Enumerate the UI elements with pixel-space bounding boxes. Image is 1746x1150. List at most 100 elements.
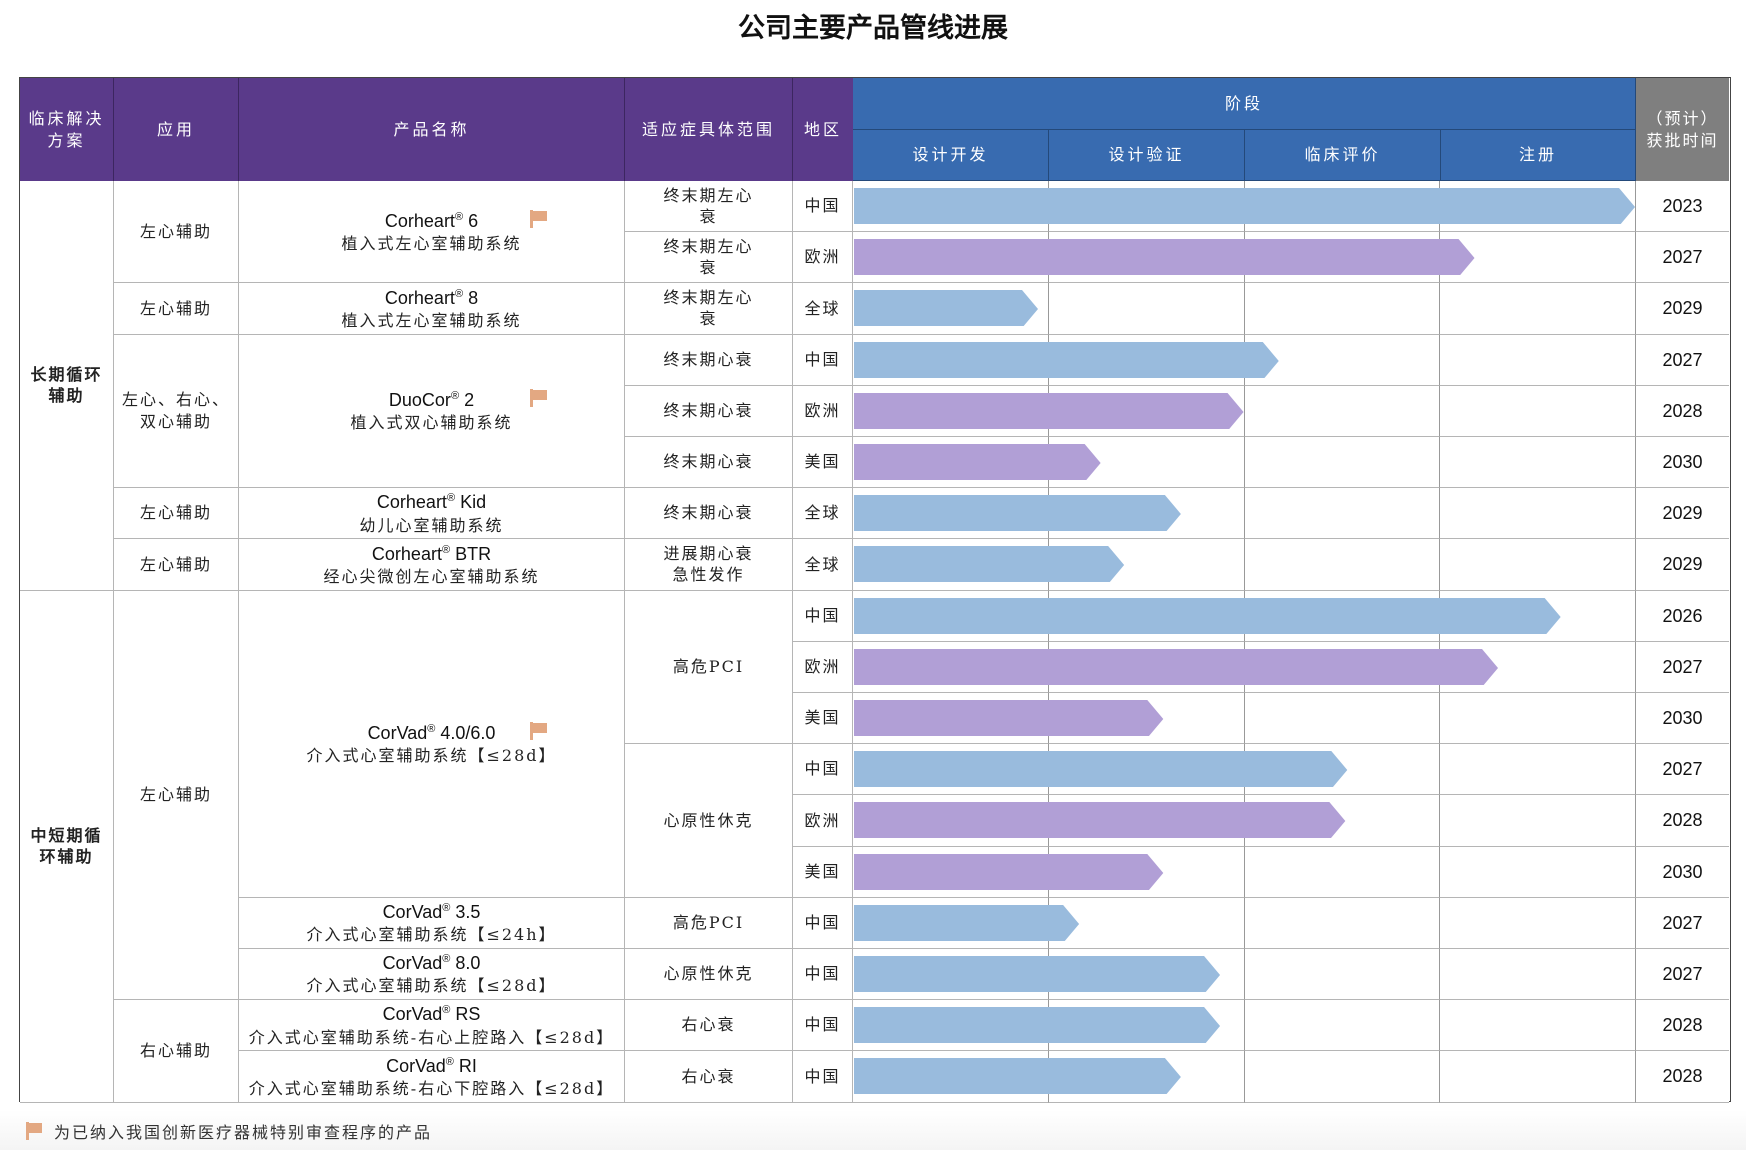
indication-cell: 终末期心衰 [625,437,793,489]
approval-year-cell: 2027 [1636,949,1729,1001]
stage-grid-cell [1244,949,1441,1001]
registered-mark: ® [445,1055,454,1068]
indication-cell: 心原性休克 [625,744,793,898]
header-indication-label: 适应症具体范围 [641,119,775,139]
header-approval-line1: （预计） [1646,108,1719,128]
header-application-label: 应用 [156,119,195,139]
indication-cell: 终末期心衰 [625,334,793,386]
product-version: RS [455,1004,481,1025]
stage-grid-cell [1440,539,1636,591]
indication-cell: 终末期左心衰 [625,283,793,335]
region-cell: 中国 [793,949,853,1001]
indication-cell: 终末期心衰 [625,385,793,437]
region-label: 美国 [804,861,841,881]
stage-grid-cell [1048,897,1245,949]
stage-grid-cell [1244,283,1441,335]
header-solution-label: 临床解决方案 [28,108,105,150]
header-region-label: 地区 [803,119,842,139]
product-version: RI [458,1055,477,1076]
stage-grid-cell [1440,846,1636,898]
approval-year-cell: 2028 [1636,1051,1729,1103]
progress-bar [854,1007,1221,1044]
progress-bar [854,700,1164,736]
product-version: 8 [468,287,479,308]
product-brand: CorVad [382,901,443,922]
stage-grid-cell [1440,897,1636,949]
header-stage-label: 阶段 [1224,93,1263,113]
application-label: 左心辅助 [139,503,212,523]
region-label: 全球 [804,503,841,523]
application-cell: 左心辅助 [114,488,239,540]
region-cell: 全球 [793,488,853,540]
indication-cell: 终末期左心衰 [625,181,793,233]
indication-label: 心原性休克 [663,810,754,830]
product-name: CorVad® 3.5 [383,900,481,924]
product-desc: 幼儿心室辅助系统 [359,515,504,535]
stage-grid-cell [1440,795,1636,847]
registered-mark: ® [442,1004,451,1017]
product-version: 3.5 [455,901,481,922]
progress-bar [854,341,1279,378]
region-cell: 中国 [793,181,853,233]
product-brand: Corheart [376,492,447,513]
region-label: 美国 [804,452,841,472]
stage-grid-cell [1244,846,1441,898]
stage-grid-cell [1244,693,1441,745]
region-cell: 中国 [793,590,853,642]
region-label: 中国 [804,349,841,369]
header-approval-line2: 获批时间 [1646,130,1719,150]
registered-mark: ® [442,953,451,966]
indication-cell: 右心衰 [625,1051,793,1103]
stage-grid-cell [1440,437,1636,489]
flag-icon [530,722,547,741]
product-version: 4.0/6.0 [440,722,496,743]
stage-label-clinical: 临床评价 [1304,145,1381,165]
region-label: 欧洲 [804,401,841,421]
product-version: Kid [460,492,487,513]
indication-label: 右心衰 [681,1066,736,1086]
approval-year: 2028 [1662,400,1703,421]
flag-icon [26,1122,42,1140]
product-cell: Corheart® BTR 经心尖微创左心室辅助系统 [239,539,625,591]
product-cell: DuoCor® 2 植入式双心辅助系统 [239,334,625,489]
footer-band [0,1110,1746,1150]
progress-bar [854,1058,1181,1095]
product-cell: Corheart® 6 植入式左心室辅助系统 [239,181,625,284]
indication-label: 右心衰 [681,1015,736,1035]
header-stage-1: 设计开发 [853,130,1049,181]
stage-grid-cell [1440,488,1636,540]
footer-note: 为已纳入我国创新医疗器械特别审查程序的产品 [24,1119,432,1143]
region-cell: 全球 [793,283,853,335]
region-cell: 中国 [793,1000,853,1052]
registered-mark: ® [441,543,451,556]
stage-grid-cell [1440,1051,1636,1103]
stage-grid-cell [1244,539,1441,591]
registered-mark: ® [454,210,464,223]
application-label: 左心辅助 [139,298,212,318]
application-label: 右心辅助 [139,1041,212,1061]
region-label: 全球 [804,554,841,574]
indication-cell: 右心衰 [625,1000,793,1052]
product-brand: Corheart [371,543,442,564]
progress-bar [854,239,1475,276]
approval-year: 2029 [1662,554,1703,575]
progress-bar [854,546,1125,583]
product-desc: 植入式双心辅助系统 [350,413,513,433]
stage-grid-cell [1440,283,1636,335]
product-desc: 介入式心室辅助系统【≤24h】 [306,925,557,945]
progress-bar [854,648,1499,685]
stage-label-design-dev: 设计开发 [912,145,989,165]
approval-year: 2023 [1662,195,1703,216]
region-label: 中国 [804,1066,841,1086]
stage-grid-cell [1440,334,1636,386]
indication-label: 终末期心衰 [663,452,754,472]
approval-year: 2026 [1662,605,1703,626]
product-name: Corheart® 8 [385,286,478,310]
region-cell: 中国 [793,334,853,386]
approval-year-cell: 2027 [1636,744,1729,796]
indication-cell: 进展期心衰 急性发作 [625,539,793,591]
application-cell: 右心辅助 [114,1000,239,1103]
application-cell: 左心辅助 [114,283,239,335]
product-brand: CorVad [382,953,443,974]
product-cell: CorVad® 8.0 介入式心室辅助系统【≤28d】 [239,949,625,1001]
